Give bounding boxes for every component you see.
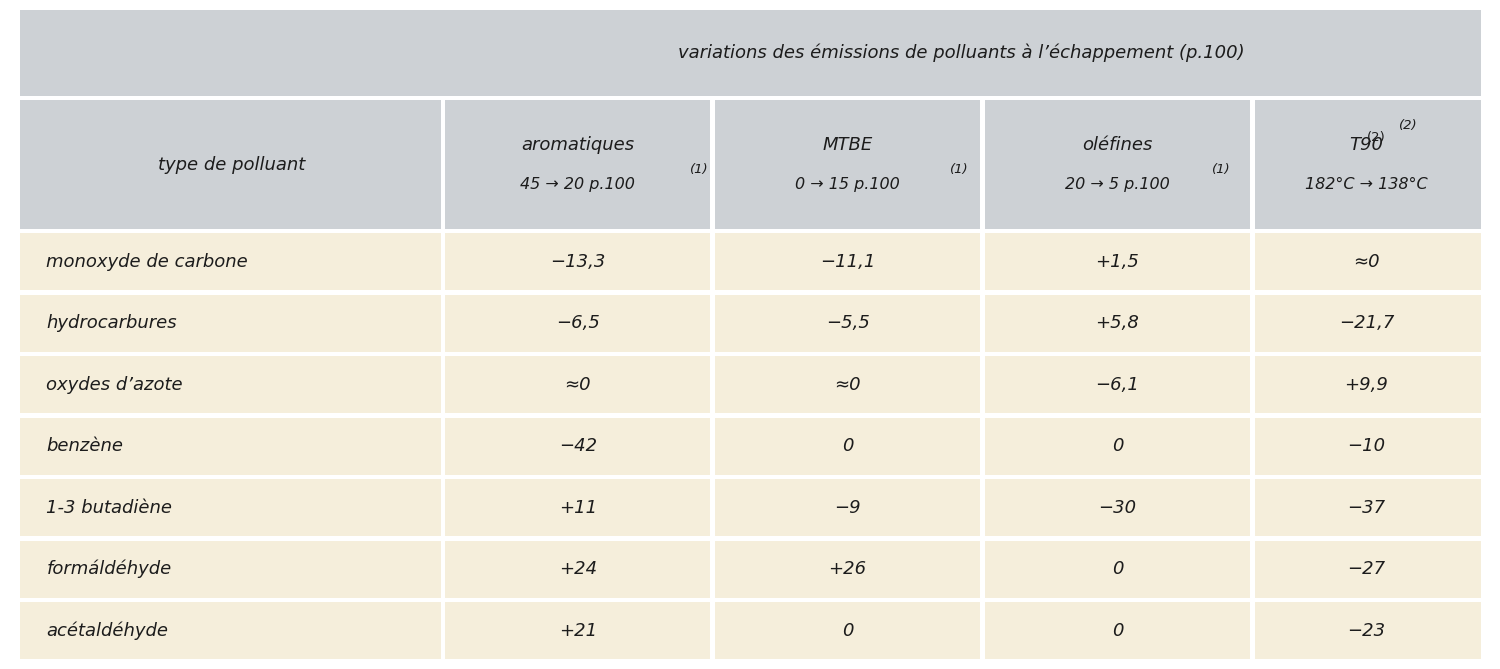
Text: 182°C → 138°C: 182°C → 138°C bbox=[1305, 177, 1428, 192]
Text: 0: 0 bbox=[1112, 560, 1124, 578]
Bar bbox=[20, 413, 1480, 418]
Text: +11: +11 bbox=[558, 498, 597, 516]
Text: (1): (1) bbox=[690, 163, 709, 176]
Text: +21: +21 bbox=[558, 622, 597, 640]
Bar bbox=[20, 474, 1480, 479]
Text: −9: −9 bbox=[834, 498, 861, 516]
Bar bbox=[981, 100, 986, 659]
Text: −42: −42 bbox=[558, 438, 597, 455]
Text: +9,9: +9,9 bbox=[1344, 376, 1389, 394]
Text: ≈0: ≈0 bbox=[1353, 253, 1380, 271]
Text: 1-3 butadiène: 1-3 butadiène bbox=[46, 498, 172, 516]
Text: 0: 0 bbox=[842, 622, 854, 640]
Bar bbox=[1250, 100, 1254, 659]
Text: formáldéhyde: formáldéhyde bbox=[46, 560, 171, 579]
Bar bbox=[20, 233, 1480, 290]
Text: −5,5: −5,5 bbox=[825, 314, 870, 332]
Bar bbox=[20, 352, 1480, 357]
Text: +5,8: +5,8 bbox=[1095, 314, 1140, 332]
Text: −10: −10 bbox=[1347, 438, 1386, 455]
Bar bbox=[20, 536, 1480, 541]
Text: variations des émissions de polluants à l’échappement (p.100): variations des émissions de polluants à … bbox=[678, 43, 1245, 62]
Text: 45 → 20 p.100: 45 → 20 p.100 bbox=[520, 177, 634, 192]
Text: acétaldéhyde: acétaldéhyde bbox=[46, 622, 168, 640]
Text: hydrocarbures: hydrocarbures bbox=[46, 314, 177, 332]
Text: 0: 0 bbox=[842, 438, 854, 455]
Text: +26: +26 bbox=[828, 560, 867, 578]
Bar bbox=[20, 290, 1480, 295]
Text: benzène: benzène bbox=[46, 438, 123, 455]
Text: ≈0: ≈0 bbox=[834, 376, 861, 394]
Text: oxydes d’azote: oxydes d’azote bbox=[46, 376, 183, 394]
Bar bbox=[20, 100, 1480, 229]
Bar bbox=[20, 418, 1480, 474]
Text: monoxyde de carbone: monoxyde de carbone bbox=[46, 253, 249, 271]
Text: (2): (2) bbox=[1366, 132, 1384, 145]
Bar bbox=[20, 597, 1480, 602]
Bar bbox=[441, 100, 446, 659]
Text: −11,1: −11,1 bbox=[821, 253, 876, 271]
Text: type de polluant: type de polluant bbox=[158, 156, 304, 173]
Bar bbox=[20, 10, 1480, 96]
Bar bbox=[20, 357, 1480, 413]
Text: 0 → 15 p.100: 0 → 15 p.100 bbox=[795, 177, 900, 192]
Text: (1): (1) bbox=[950, 163, 969, 176]
Text: −6,1: −6,1 bbox=[1095, 376, 1140, 394]
Text: ≈0: ≈0 bbox=[564, 376, 591, 394]
Text: −13,3: −13,3 bbox=[550, 253, 606, 271]
Text: −23: −23 bbox=[1347, 622, 1386, 640]
Bar bbox=[20, 479, 1480, 536]
Text: −6,5: −6,5 bbox=[556, 314, 600, 332]
Bar bbox=[20, 602, 1480, 659]
Text: MTBE: MTBE bbox=[822, 136, 873, 153]
Text: −37: −37 bbox=[1347, 498, 1386, 516]
Bar bbox=[20, 295, 1480, 352]
Text: oléfines: oléfines bbox=[1083, 136, 1152, 153]
Bar bbox=[20, 96, 1480, 100]
Text: (1): (1) bbox=[1212, 163, 1230, 176]
Text: −21,7: −21,7 bbox=[1340, 314, 1394, 332]
Text: +24: +24 bbox=[558, 560, 597, 578]
Bar bbox=[20, 541, 1480, 597]
Bar bbox=[711, 100, 716, 659]
Text: −27: −27 bbox=[1347, 560, 1386, 578]
Text: +1,5: +1,5 bbox=[1095, 253, 1140, 271]
Text: aromatiques: aromatiques bbox=[520, 136, 634, 153]
Text: (2): (2) bbox=[1400, 120, 1417, 132]
Text: T90: T90 bbox=[1350, 136, 1383, 153]
Bar bbox=[20, 229, 1480, 233]
Text: 20 → 5 p.100: 20 → 5 p.100 bbox=[1065, 177, 1170, 192]
Text: 0: 0 bbox=[1112, 438, 1124, 455]
Text: 0: 0 bbox=[1112, 622, 1124, 640]
Text: −30: −30 bbox=[1098, 498, 1137, 516]
